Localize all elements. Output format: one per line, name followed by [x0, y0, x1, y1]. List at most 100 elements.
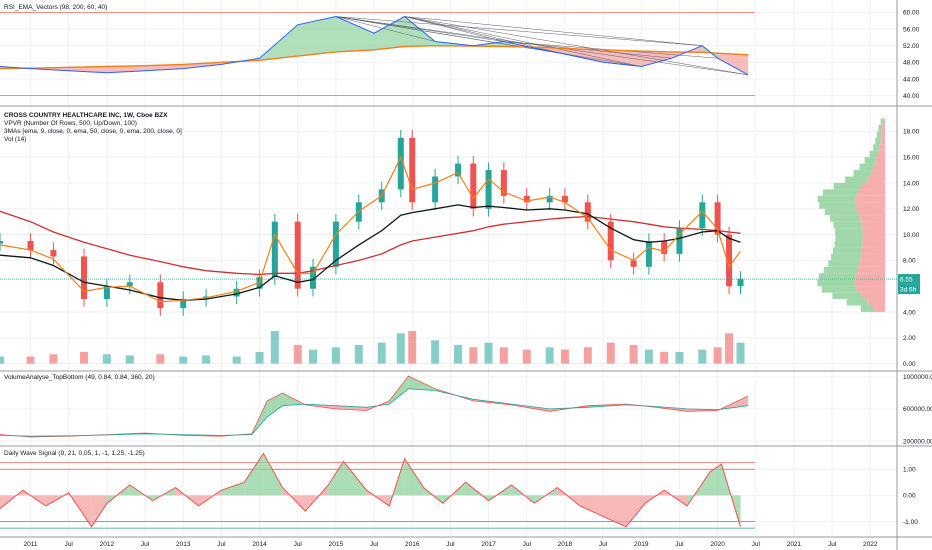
- rsi-indicator-label[interactable]: RSI_EMA_Vectors (98, 200, 60, 40): [4, 4, 107, 11]
- candle-body[interactable]: [432, 176, 439, 203]
- price-y-tick-label: 0.00: [903, 361, 916, 368]
- candle-body[interactable]: [584, 202, 591, 222]
- wave-fill: [343, 461, 367, 496]
- volume-profile-up: [824, 208, 858, 216]
- candle-body[interactable]: [309, 266, 316, 289]
- candle-body[interactable]: [233, 288, 240, 297]
- ma-legend[interactable]: 3MAs [ema, 9, close, 0, ema, 50, close, …: [4, 128, 182, 135]
- volume-profile-down: [883, 118, 885, 125]
- candle-body[interactable]: [332, 221, 339, 267]
- volume-profile-down: [880, 137, 885, 145]
- volume-bar: [0, 356, 4, 364]
- wave-y-tick-label: 1.00: [903, 467, 916, 474]
- candle-body[interactable]: [470, 163, 477, 209]
- candle-body[interactable]: [726, 234, 733, 287]
- candle-body[interactable]: [500, 170, 507, 196]
- rsi-y-tick-label: 60.00: [903, 10, 920, 17]
- rsi-line[interactable]: [0, 15, 749, 76]
- volume-bar: [545, 347, 554, 364]
- x-tick-label: Jul: [446, 541, 455, 548]
- candle-body[interactable]: [409, 137, 416, 203]
- volume-bar: [49, 354, 58, 364]
- volume-profile-up: [835, 234, 863, 241]
- volume-analyse-label[interactable]: VolumeAnalyse_TopBottom (49, 0.84, 0.84,…: [4, 374, 155, 381]
- volume-profile-down: [862, 228, 885, 235]
- rsi-vector-line: [335, 16, 436, 42]
- candle-body[interactable]: [50, 250, 57, 257]
- candle-body[interactable]: [645, 241, 652, 267]
- wave-signal-label[interactable]: Daily Wave Signal (9, 21, 0.05, 1, -1, 1…: [4, 450, 145, 457]
- candle-body[interactable]: [676, 228, 683, 254]
- candle-body[interactable]: [485, 170, 492, 209]
- price-pane-title[interactable]: CROSS COUNTRY HEALTHCARE INC, 1W, Cboe B…: [4, 112, 168, 119]
- rsi-vector-line: [404, 16, 504, 42]
- candle-body[interactable]: [0, 241, 3, 244]
- volume-profile-up: [817, 279, 855, 287]
- ema200-line[interactable]: [0, 210, 741, 276]
- volume-profile-up: [829, 215, 861, 222]
- wave-line[interactable]: [0, 452, 741, 528]
- volume-profile-down: [862, 234, 885, 241]
- volume-profile-down: [857, 266, 885, 274]
- wave-fill: [328, 461, 344, 496]
- candle-body[interactable]: [27, 241, 34, 251]
- volume-profile-down: [860, 215, 885, 222]
- x-tick-label: 2020: [710, 541, 725, 548]
- volume-profile-down: [870, 170, 885, 177]
- candle-body[interactable]: [714, 202, 721, 235]
- candle-body[interactable]: [271, 221, 278, 278]
- price-y-tick-label: 2.00: [903, 335, 916, 342]
- volume-profile-up: [819, 273, 856, 280]
- rsi-fill-segment: [641, 51, 672, 67]
- volume-profile-up: [833, 247, 862, 254]
- candle-body[interactable]: [661, 241, 668, 254]
- volume-bar: [396, 333, 405, 364]
- candle-body[interactable]: [546, 195, 553, 203]
- wave-fill: [625, 495, 646, 527]
- volume-profile-down: [867, 299, 885, 306]
- wave-fill: [221, 482, 245, 496]
- volume-bar: [102, 354, 111, 364]
- volume-bar: [698, 349, 707, 364]
- rsi-ema-line[interactable]: [0, 44, 749, 70]
- volume-profile-up: [859, 163, 874, 171]
- x-tick-label: 2011: [24, 541, 38, 548]
- volume-profile-down: [862, 241, 885, 248]
- candle-body[interactable]: [180, 299, 187, 309]
- candle-body[interactable]: [523, 195, 530, 203]
- candle-body[interactable]: [80, 256, 87, 300]
- volume-analyse-signal-line[interactable]: [0, 388, 749, 437]
- candle-body[interactable]: [103, 286, 110, 300]
- rsi-y-tick-label: 44.00: [903, 76, 920, 83]
- candle-body[interactable]: [126, 282, 133, 287]
- ema50-line[interactable]: [0, 204, 741, 301]
- candle-body[interactable]: [455, 163, 462, 177]
- vpvr-legend[interactable]: VPVR (Number Of Rows, 500, Up/Down, 100): [4, 120, 137, 127]
- rsi-vector-line: [335, 16, 642, 67]
- candle-body[interactable]: [561, 195, 568, 203]
- candle-body[interactable]: [630, 260, 637, 267]
- candle-body[interactable]: [737, 279, 744, 287]
- last-price-badge: [898, 274, 920, 285]
- volume-profile-up: [831, 253, 861, 261]
- x-tick-label: 2021: [787, 541, 802, 548]
- rsi-vector-line: [404, 16, 642, 67]
- x-tick-label: 2017: [481, 541, 496, 548]
- candle-body[interactable]: [397, 137, 404, 190]
- volume-bar: [377, 342, 386, 364]
- candle-body[interactable]: [699, 202, 706, 229]
- x-tick-label: 2014: [252, 541, 267, 548]
- candle-body[interactable]: [157, 282, 164, 309]
- x-tick-label: 2016: [405, 541, 420, 548]
- ema9-line[interactable]: [0, 155, 741, 303]
- volume-profile-up: [828, 260, 860, 267]
- wave-y-tick-label: -1.00: [903, 519, 918, 526]
- volume-analyse-line[interactable]: [0, 375, 749, 438]
- volume-profile-up: [834, 241, 863, 248]
- candle-body[interactable]: [294, 221, 301, 289]
- candle-body[interactable]: [607, 221, 614, 261]
- volume-bar: [125, 355, 134, 364]
- volume-legend[interactable]: Vol (14): [4, 136, 26, 143]
